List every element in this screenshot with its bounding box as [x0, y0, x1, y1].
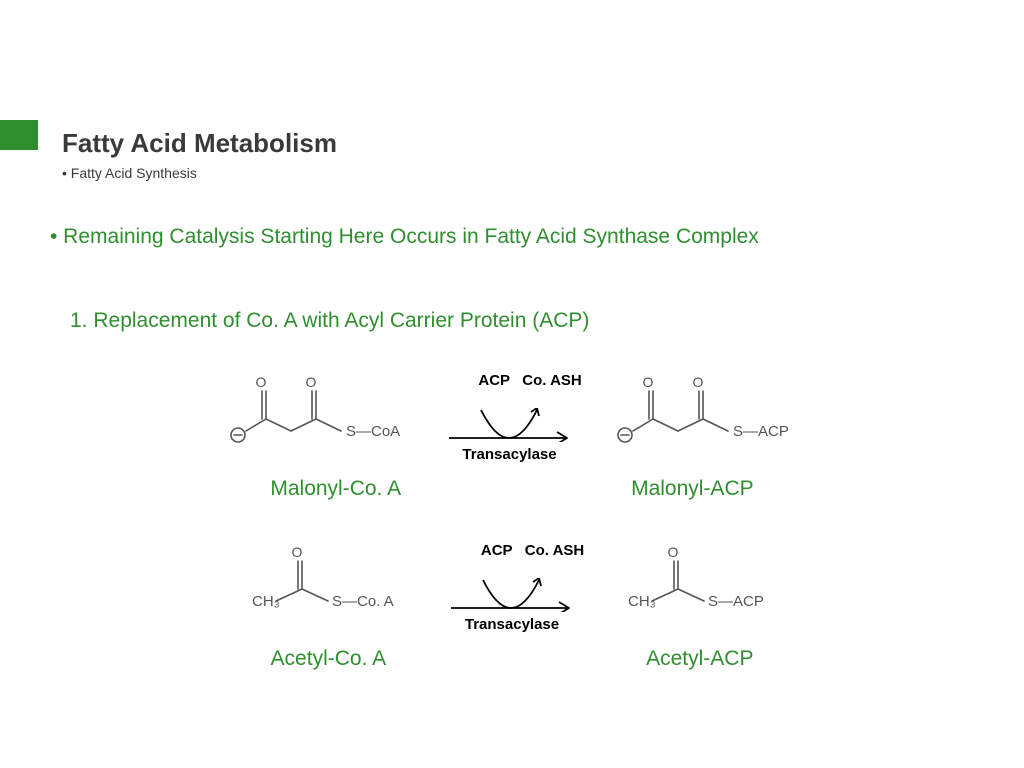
- malonyl-acp-structure: O O S—ACP: [598, 373, 813, 445]
- thio-group-right-1: S—ACP: [733, 423, 789, 440]
- slide-subtitle: • Fatty Acid Synthesis: [62, 165, 974, 181]
- reaction-1-top-labels: ACP Co. ASH: [437, 355, 582, 406]
- slide-title: Fatty Acid Metabolism: [62, 128, 974, 159]
- in-label-1: ACP: [478, 372, 509, 389]
- reaction-1-names: Malonyl-Co. A Malonyl-ACP: [50, 477, 974, 501]
- reaction-2-top-labels: ACP Co. ASH: [440, 525, 585, 576]
- reactions-area: O O S—CoA ACP Co. ASH: [50, 355, 974, 671]
- malonyl-coa-structure: O O S—CoA: [211, 373, 421, 445]
- thio-group-left-1: S—CoA: [346, 423, 400, 440]
- reaction-2-arrow-block: ACP Co. ASH Transacylase: [440, 525, 585, 633]
- reaction-1-arrow-block: ACP Co. ASH Transacylase: [437, 355, 582, 463]
- svg-text:CH₃: CH₃: [252, 593, 280, 610]
- accent-bar: [0, 120, 38, 150]
- enzyme-label-2: Transacylase: [465, 616, 559, 633]
- reaction-2-names: Acetyl-Co. A Acetyl-ACP: [50, 647, 974, 671]
- svg-text:O: O: [306, 374, 317, 390]
- enzyme-label-1: Transacylase: [462, 446, 556, 463]
- svg-text:O: O: [256, 374, 267, 390]
- acetyl-acp-label: Acetyl-ACP: [646, 647, 753, 671]
- reaction-1-row: O O S—CoA ACP Co. ASH: [50, 355, 974, 463]
- malonyl-acp-label: Malonyl-ACP: [631, 477, 754, 501]
- svg-text:O: O: [692, 374, 703, 390]
- svg-text:CH₃: CH₃: [628, 593, 656, 610]
- thio-group-left-2: S—Co. A: [332, 593, 394, 610]
- reaction-arrow-icon: [447, 578, 577, 612]
- reaction-arrow-icon: [445, 408, 575, 442]
- out-label-1: Co. ASH: [522, 372, 581, 389]
- main-bullet: • Remaining Catalysis Starting Here Occu…: [50, 225, 974, 249]
- svg-text:O: O: [668, 544, 679, 560]
- acetyl-coa-structure: O CH₃ S—Co. A: [224, 543, 424, 615]
- in-label-2: ACP: [481, 542, 512, 559]
- acetyl-coa-label: Acetyl-Co. A: [271, 647, 387, 671]
- acetyl-acp-structure: O CH₃ S—ACP: [600, 543, 800, 615]
- slide: Fatty Acid Metabolism • Fatty Acid Synth…: [0, 0, 1024, 768]
- malonyl-coa-label: Malonyl-Co. A: [270, 477, 401, 501]
- svg-text:O: O: [642, 374, 653, 390]
- out-label-2: Co. ASH: [525, 542, 584, 559]
- numbered-step: 1. Replacement of Co. A with Acyl Carrie…: [70, 309, 974, 333]
- reaction-2-row: O CH₃ S—Co. A ACP Co. ASH: [50, 525, 974, 633]
- svg-text:O: O: [291, 544, 302, 560]
- thio-group-right-2: S—ACP: [708, 593, 764, 610]
